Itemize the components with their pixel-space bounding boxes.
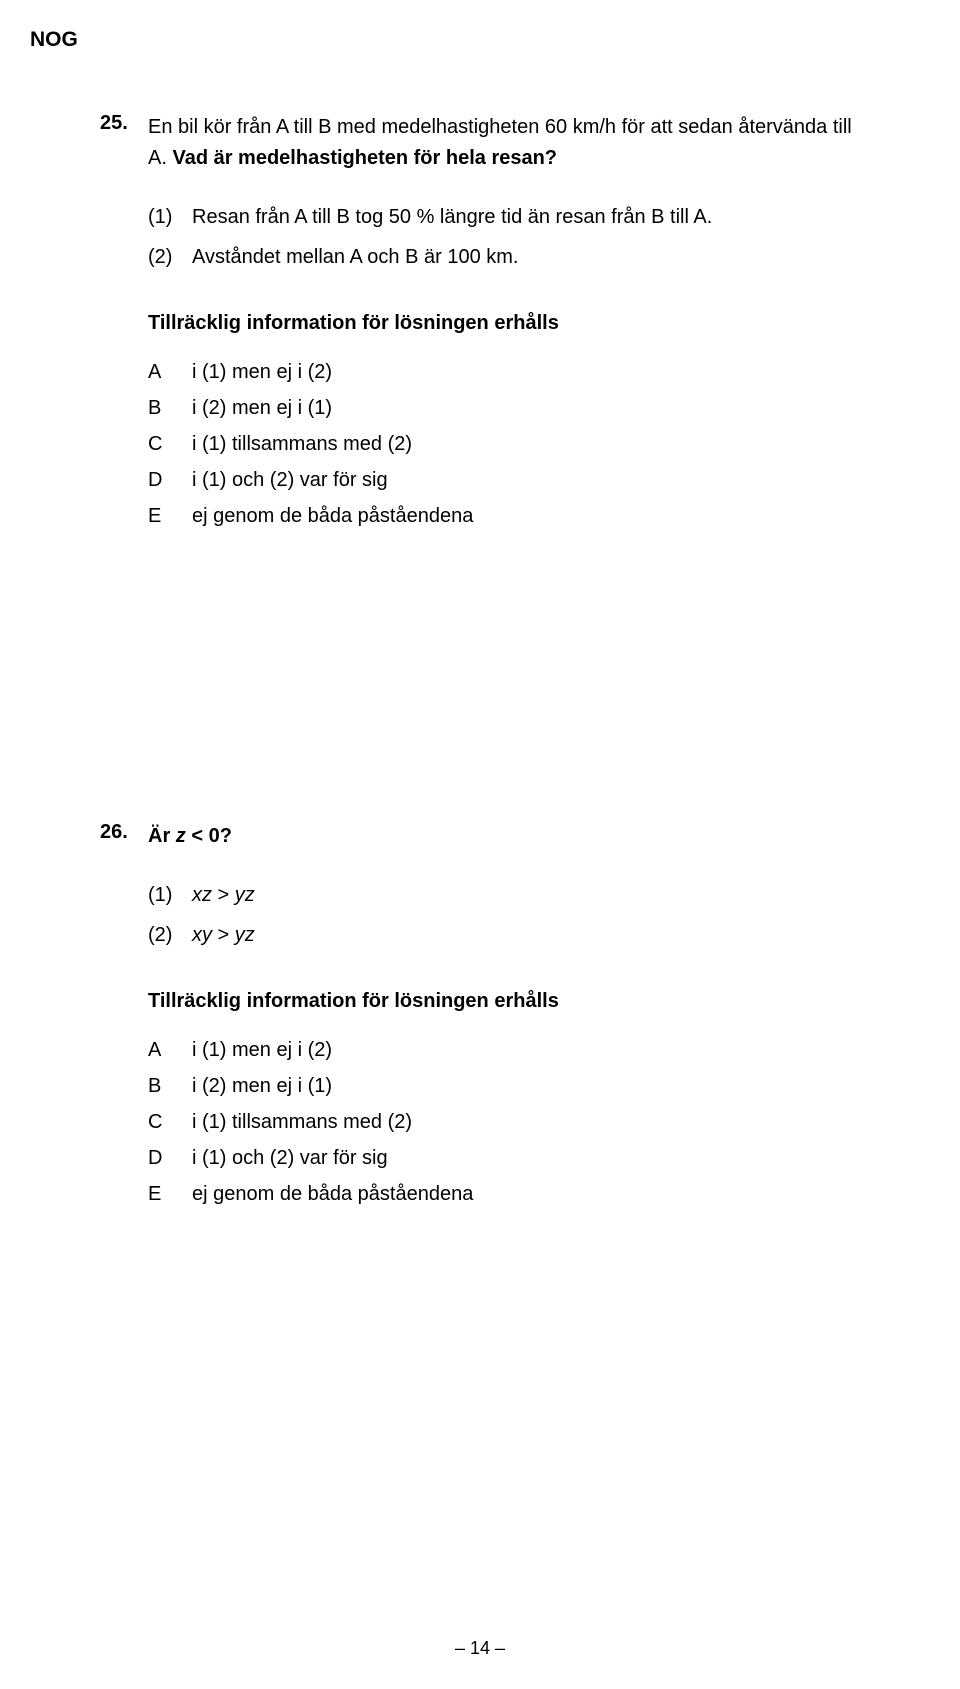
q25-optE-label: E bbox=[148, 501, 192, 531]
q26-text-part1: Är bbox=[148, 825, 176, 847]
q25-optA-text: i (1) men ej i (2) bbox=[192, 357, 332, 387]
q25-optB-text: i (2) men ej i (1) bbox=[192, 393, 332, 423]
q26-stmt1-label: (1) bbox=[148, 880, 192, 910]
q25-option-b: B i (2) men ej i (1) bbox=[148, 393, 860, 423]
q25-optA-label: A bbox=[148, 357, 192, 387]
q25-sufficiency-heading: Tillräcklig information för lösningen er… bbox=[148, 312, 860, 335]
q26-text: Är z < 0? bbox=[148, 821, 232, 852]
q26-stmt1-i1: xz bbox=[192, 884, 212, 906]
q25-text-part2: Vad är medelhastigheten för hela resan? bbox=[172, 147, 557, 169]
q26-optC-text: i (1) tillsammans med (2) bbox=[192, 1107, 412, 1137]
q26-number: 26. bbox=[100, 821, 148, 844]
q26-text-italic: z bbox=[176, 825, 186, 847]
q26-option-a: A i (1) men ej i (2) bbox=[148, 1035, 860, 1065]
q25-optE-text: ej genom de båda påståendena bbox=[192, 501, 473, 531]
q26-optA-text: i (1) men ej i (2) bbox=[192, 1035, 332, 1065]
q25-text: En bil kör från A till B med medelhastig… bbox=[148, 112, 860, 174]
q26-optC-label: C bbox=[148, 1107, 192, 1137]
q26-optA-label: A bbox=[148, 1035, 192, 1065]
q25-stmt2-label: (2) bbox=[148, 242, 192, 272]
q26-sufficiency-heading: Tillräcklig information för lösningen er… bbox=[148, 990, 860, 1013]
q26-option-d: D i (1) och (2) var för sig bbox=[148, 1143, 860, 1173]
page-number: – 14 – bbox=[0, 1638, 960, 1659]
q25-option-a: A i (1) men ej i (2) bbox=[148, 357, 860, 387]
q25-optC-text: i (1) tillsammans med (2) bbox=[192, 429, 412, 459]
q26-optE-text: ej genom de båda påståendena bbox=[192, 1179, 473, 1209]
q26-stmt2-i2: yz bbox=[235, 924, 255, 946]
q25-stmt2-text: Avståndet mellan A och B är 100 km. bbox=[192, 242, 518, 272]
question-25: 25. En bil kör från A till B med medelha… bbox=[100, 112, 860, 531]
q26-stmt2-label: (2) bbox=[148, 920, 192, 950]
question-26: 26. Är z < 0? (1) xz > yz (2) xy > yz Ti… bbox=[100, 821, 860, 1209]
q25-optC-label: C bbox=[148, 429, 192, 459]
q26-stmt2-text: xy > yz bbox=[192, 920, 255, 950]
q26-stmt1-i2: yz bbox=[235, 884, 255, 906]
section-header: NOG bbox=[30, 28, 860, 52]
q25-option-c: C i (1) tillsammans med (2) bbox=[148, 429, 860, 459]
q26-option-e: E ej genom de båda påståendena bbox=[148, 1179, 860, 1209]
q25-option-e: E ej genom de båda påståendena bbox=[148, 501, 860, 531]
q26-optD-text: i (1) och (2) var för sig bbox=[192, 1143, 388, 1173]
q26-stmt2-i1: xy bbox=[192, 924, 212, 946]
q26-optB-label: B bbox=[148, 1071, 192, 1101]
q25-optD-label: D bbox=[148, 465, 192, 495]
q26-optB-text: i (2) men ej i (1) bbox=[192, 1071, 332, 1101]
q26-stmt1-mid: > bbox=[212, 884, 235, 906]
q25-optD-text: i (1) och (2) var för sig bbox=[192, 465, 388, 495]
q26-stmt1-text: xz > yz bbox=[192, 880, 255, 910]
q26-optD-label: D bbox=[148, 1143, 192, 1173]
q26-option-b: B i (2) men ej i (1) bbox=[148, 1071, 860, 1101]
q25-option-d: D i (1) och (2) var för sig bbox=[148, 465, 860, 495]
q26-statement-2: (2) xy > yz bbox=[148, 920, 860, 950]
q25-statement-2: (2) Avståndet mellan A och B är 100 km. bbox=[148, 242, 860, 272]
q25-stmt1-label: (1) bbox=[148, 202, 192, 232]
q26-text-part2: < 0? bbox=[186, 825, 232, 847]
q26-stmt2-mid: > bbox=[212, 924, 235, 946]
q25-statement-1: (1) Resan från A till B tog 50 % längre … bbox=[148, 202, 860, 232]
q26-statement-1: (1) xz > yz bbox=[148, 880, 860, 910]
q26-optE-label: E bbox=[148, 1179, 192, 1209]
q25-stmt1-text: Resan från A till B tog 50 % längre tid … bbox=[192, 202, 712, 232]
q26-option-c: C i (1) tillsammans med (2) bbox=[148, 1107, 860, 1137]
q25-number: 25. bbox=[100, 112, 148, 135]
q25-optB-label: B bbox=[148, 393, 192, 423]
